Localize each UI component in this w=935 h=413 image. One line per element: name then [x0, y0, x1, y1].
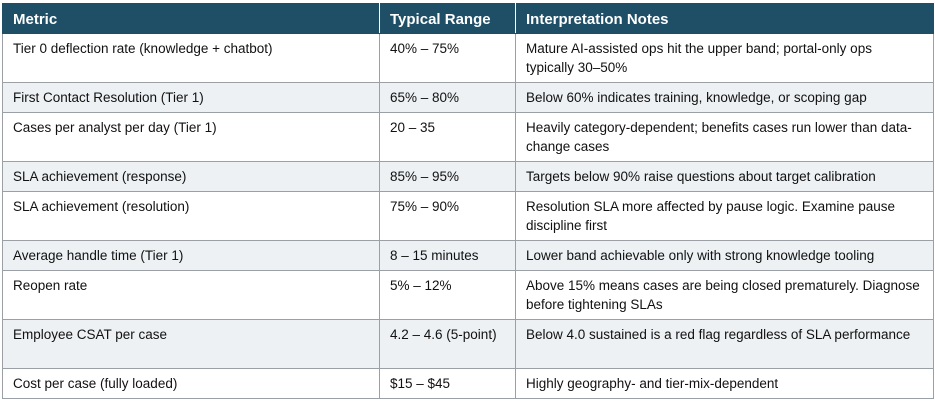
range-cell: 75% – 90% — [379, 191, 516, 241]
metrics-table: Metric Typical Range Interpretation Note… — [2, 3, 934, 399]
table-row: SLA achievement (response) 85% – 95% Tar… — [2, 161, 934, 192]
notes-cell: Highly geography- and tier-mix-dependent — [515, 368, 934, 399]
table-row: Cost per case (fully loaded) $15 – $45 H… — [2, 368, 934, 399]
notes-cell: Lower band achievable only with strong k… — [515, 240, 934, 271]
metric-cell: Reopen rate — [2, 270, 380, 320]
notes-cell: Below 4.0 sustained is a red flag regard… — [515, 319, 934, 369]
metrics-table-container: Metric Typical Range Interpretation Note… — [2, 3, 934, 399]
notes-cell: Resolution SLA more affected by pause lo… — [515, 191, 934, 241]
table-row: Cases per analyst per day (Tier 1) 20 – … — [2, 112, 934, 162]
table-row: Average handle time (Tier 1) 8 – 15 minu… — [2, 240, 934, 271]
range-cell: 65% – 80% — [379, 82, 516, 113]
metric-cell: Cost per case (fully loaded) — [2, 368, 380, 399]
metric-cell: Tier 0 deflection rate (knowledge + chat… — [2, 33, 380, 83]
table-row: First Contact Resolution (Tier 1) 65% – … — [2, 82, 934, 113]
range-cell: 85% – 95% — [379, 161, 516, 192]
header-metric: Metric — [2, 3, 380, 34]
metric-cell: Cases per analyst per day (Tier 1) — [2, 112, 380, 162]
range-cell: 40% – 75% — [379, 33, 516, 83]
range-cell: $15 – $45 — [379, 368, 516, 399]
notes-cell: Above 15% means cases are being closed p… — [515, 270, 934, 320]
metric-cell: SLA achievement (resolution) — [2, 191, 380, 241]
notes-cell: Heavily category-dependent; benefits cas… — [515, 112, 934, 162]
notes-cell: Targets below 90% raise questions about … — [515, 161, 934, 192]
range-cell: 20 – 35 — [379, 112, 516, 162]
notes-cell: Mature AI-assisted ops hit the upper ban… — [515, 33, 934, 83]
metric-cell: Average handle time (Tier 1) — [2, 240, 380, 271]
range-cell: 5% – 12% — [379, 270, 516, 320]
table-row: Reopen rate 5% – 12% Above 15% means cas… — [2, 270, 934, 320]
metric-cell: First Contact Resolution (Tier 1) — [2, 82, 380, 113]
table-row: SLA achievement (resolution) 75% – 90% R… — [2, 191, 934, 241]
metric-cell: SLA achievement (response) — [2, 161, 380, 192]
notes-cell: Below 60% indicates training, knowledge,… — [515, 82, 934, 113]
table-header-row: Metric Typical Range Interpretation Note… — [2, 3, 934, 34]
metric-cell: Employee CSAT per case — [2, 319, 380, 369]
header-interpretation-notes: Interpretation Notes — [515, 3, 934, 34]
header-typical-range: Typical Range — [379, 3, 516, 34]
table-row: Tier 0 deflection rate (knowledge + chat… — [2, 33, 934, 83]
table-row: Employee CSAT per case 4.2 – 4.6 (5-poin… — [2, 319, 934, 369]
range-cell: 8 – 15 minutes — [379, 240, 516, 271]
range-cell: 4.2 – 4.6 (5-point) — [379, 319, 516, 369]
